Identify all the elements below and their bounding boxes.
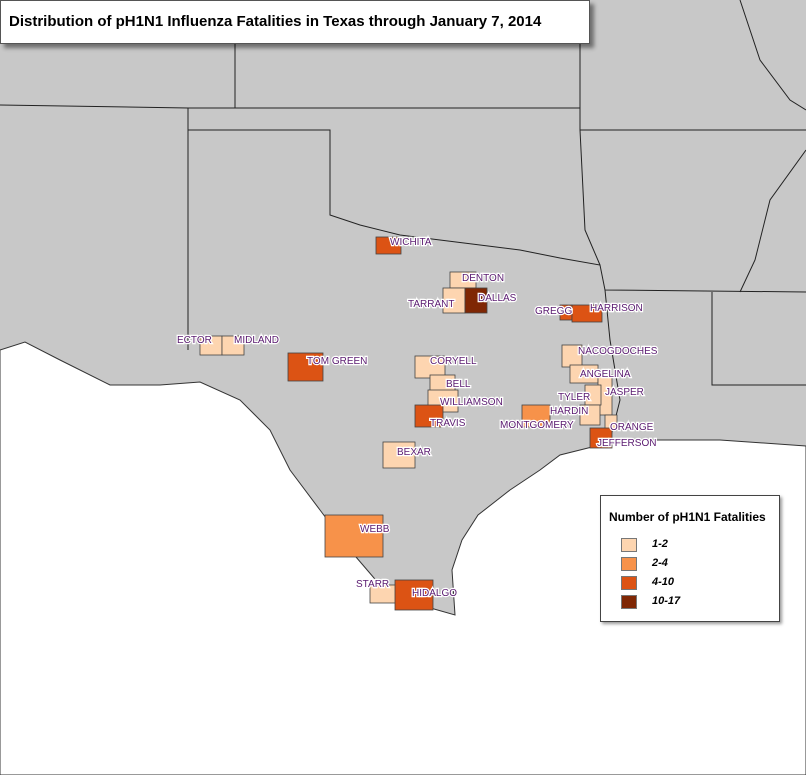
county-label: HARRISON (590, 303, 643, 314)
county-label: DENTON (462, 273, 504, 284)
title: Distribution of pH1N1 Influenza Fataliti… (9, 13, 542, 30)
legend-swatch (621, 538, 637, 552)
county-label: ECTOR (177, 335, 212, 346)
legend-title: Number of pH1N1 Fatalities (609, 510, 766, 524)
county-label: WICHITA (390, 237, 432, 248)
county (579, 404, 601, 426)
county (521, 404, 551, 428)
county-label: STARR (356, 579, 389, 590)
county (221, 335, 245, 356)
legend-label: 2-4 (652, 557, 668, 569)
county (382, 441, 416, 469)
county (589, 427, 613, 449)
county (571, 304, 603, 323)
county (287, 352, 324, 382)
county-label: CORYELL (430, 356, 477, 367)
county (375, 236, 402, 255)
county-label: MIDLAND (234, 335, 279, 346)
legend-label: 1-2 (652, 538, 668, 550)
county (464, 287, 488, 314)
legend-label: 4-10 (652, 576, 675, 588)
legend-swatch (621, 576, 637, 590)
state-line (739, 149, 806, 293)
county-label: NACOGDOCHES (578, 346, 658, 357)
county-label: GREGG (535, 306, 572, 317)
county (324, 514, 384, 558)
state-lines (0, 0, 806, 441)
title-box: Distribution of pH1N1 Influenza Fataliti… (0, 0, 590, 44)
county-label: ORANGE (610, 422, 654, 433)
county-label: WEBB (360, 524, 390, 535)
county-label: WILLIAMSON (440, 397, 503, 408)
labels: WICHITA DENTON TARRANT DALLAS GREGG HARRISON E… (176, 236, 659, 601)
county-label: JEFFERSON (597, 438, 656, 449)
county-label: TRAVIS (430, 418, 466, 429)
county-label: BELL (446, 379, 471, 390)
county (569, 364, 599, 384)
state-line (0, 104, 806, 293)
county-label: TOM GREEN (307, 356, 367, 367)
legend: Number of pH1N1 Fatalities 1-2 2-4 4-10 10-… (600, 495, 780, 622)
counties (199, 236, 618, 611)
county-label: TARRANT (408, 299, 454, 310)
county-label: HARDIN (550, 406, 588, 417)
legend-label: 10-17 (652, 595, 681, 607)
county-label: DALLAS (478, 293, 517, 304)
legend-swatch (621, 557, 637, 571)
county-label: BEXAR (397, 447, 431, 458)
county-label: ANGELINA (580, 369, 631, 380)
county-label: MONTGOMERY (500, 420, 574, 431)
sea-and-mexico (0, 341, 806, 775)
county (414, 404, 444, 428)
state-line (739, 0, 806, 111)
state-line (711, 292, 806, 386)
county (394, 579, 434, 611)
legend-swatch (621, 595, 637, 609)
county-label: JASPER (605, 387, 644, 398)
county-label: HIDALGO (412, 588, 457, 599)
county-label: TYLER (558, 392, 590, 403)
